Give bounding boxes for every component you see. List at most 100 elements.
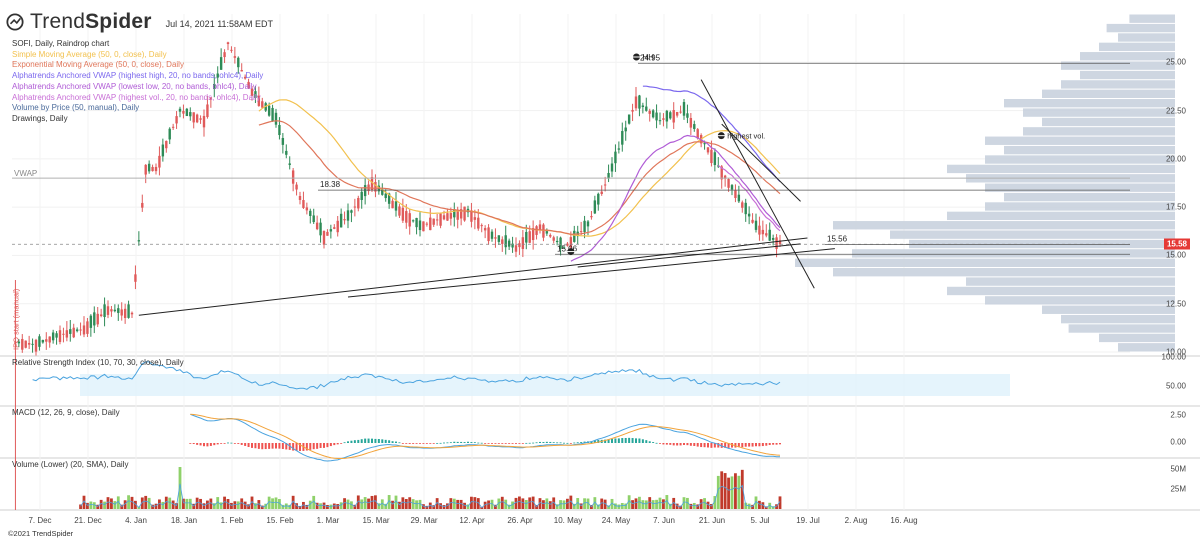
macd-histogram-bar [624,437,627,443]
x-tick-label: 15. Mar [362,516,390,525]
candle-body [775,237,778,249]
volume-bar [295,503,298,509]
volume-bar [188,498,192,509]
macd-histogram-bar [487,443,490,444]
macd-histogram-bar [340,443,343,444]
volume-bar [123,500,127,509]
volume-bar [103,501,106,509]
legend-item[interactable]: Alphatrends Anchored VWAP (lowest low, 2… [12,81,257,91]
macd-histogram-bar [477,442,480,444]
volume-bar [418,499,422,509]
macd-histogram-bar [371,438,373,443]
candle-body [298,195,302,200]
macd-histogram-bar [209,443,212,446]
legend-item[interactable]: SOFI, Daily, Raindrop chart [12,39,110,48]
candle-body [645,106,648,111]
vbp-bar [1023,108,1175,117]
macd-histogram-bar [772,443,775,445]
candle-body [302,200,305,208]
legend-item[interactable]: Exponential Moving Average (50, 0, close… [12,60,184,70]
y-tick-label: 20.00 [1165,154,1186,164]
volume-bar [675,503,679,509]
last-price-tag: 15.58 [1163,238,1190,250]
candle-body [507,240,511,247]
candle-body [689,118,693,128]
legend-item[interactable]: Volume by Price (50, manual), Daily [12,103,140,113]
volume-bar [754,496,758,509]
candle-body [21,338,24,350]
candle-body [559,237,562,249]
x-tick-label: 21. Dec [74,516,102,525]
candle-body [761,229,765,235]
candle-body [624,127,627,132]
macd-histogram-bar [779,443,781,445]
candle-body [295,184,298,190]
volume-bar [271,498,274,509]
volume-bar [216,497,220,509]
macd-histogram-bar [515,443,517,444]
macd-histogram-bar [257,443,260,449]
candle-body [86,321,89,334]
macd-histogram-bar [336,443,339,445]
macd-histogram-bar [518,443,521,444]
volume-bar [518,496,521,509]
macd-histogram-bar [316,443,319,449]
volume-bar [199,498,202,509]
candle-body [62,333,65,335]
candle-body [453,209,456,218]
vbp-bar [909,239,1175,249]
candle-body [569,237,573,248]
candle-body [257,95,261,106]
vbp-bar [1068,324,1175,333]
macd-histogram-bar [244,443,247,446]
candle-body [110,309,113,312]
macd-histogram-bar [268,443,271,449]
legend-item[interactable]: Alphatrends Anchored VWAP (highest vol.,… [12,92,261,102]
volume-bar [456,499,460,509]
sma-50-line [258,99,781,237]
volume-bar [641,500,645,509]
candle-body [336,220,339,233]
volume-bar [528,497,532,509]
candle-body [41,339,45,343]
candle-body [538,224,542,230]
legend-item[interactable]: Simple Moving Average (50, 0, close), Da… [12,49,167,59]
volume-bar [744,502,748,509]
candle-body [679,111,682,113]
macd-histogram-bar [436,442,439,444]
ema-50-line [258,120,781,235]
volume-bar [236,501,240,509]
macd-histogram-bar [491,443,493,444]
candle-body [751,219,754,223]
candle-body [144,164,147,175]
rsi-panel-title: Relative Strength Index (10, 70, 30, clo… [12,358,184,367]
volume-bar [151,504,154,509]
volume-bar [82,495,86,509]
legend-item[interactable]: Alphatrends Anchored VWAP (highest high,… [12,71,264,81]
vbp-bar [985,155,1175,164]
volume-bar [682,497,686,509]
indicator-tick-label: 2.50 [1170,410,1186,420]
macd-histogram-bar [552,442,555,444]
macd-histogram-bar [333,443,336,446]
volume-bar [223,496,226,509]
volume-bar [531,496,535,509]
macd-histogram-bar [593,440,596,443]
volume-bar [339,502,343,509]
candle-body [696,129,699,139]
macd-histogram-bar [703,443,706,448]
legend-item[interactable]: Drawings, Daily [12,113,68,123]
candle-body [363,185,367,197]
volume-bar [363,497,367,509]
candle-body [535,226,538,235]
macd-histogram-bar [751,443,754,447]
y-tick-label: 17.50 [1165,202,1186,212]
candle-body [669,112,672,119]
volume-bar [336,504,340,509]
volume-bar [302,501,305,509]
volume-bar [171,500,175,509]
volume-bar [689,503,693,509]
candle-body [223,52,226,58]
macd-histogram-bar [621,438,624,443]
